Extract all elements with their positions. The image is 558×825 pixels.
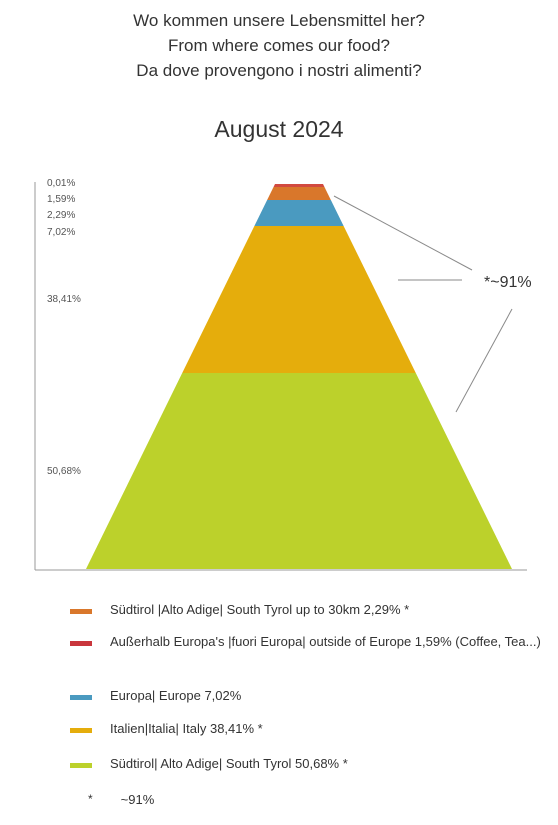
legend-label: Europa| Europe 7,02% [110, 688, 242, 703]
title-italian: Da dove provengono i nostri alimenti? [136, 61, 422, 80]
legend-item-south-tyrol: Südtirol| Alto Adige| South Tyrol 50,68%… [70, 754, 558, 773]
legend-item-europe: Europa| Europe 7,02% [70, 686, 558, 705]
footnote-symbol: * [88, 792, 93, 806]
annotation-line-top [333, 195, 473, 271]
pyramid-segment [182, 226, 416, 373]
legend-label: Südtirol| Alto Adige| South Tyrol 50,68%… [110, 756, 348, 771]
segment-value-label: 2,29% [47, 210, 75, 221]
segment-value-label: 50,68% [47, 466, 81, 477]
title-english: From where comes our food? [167, 36, 391, 55]
segment-value-label: 1,59% [47, 194, 75, 205]
chart-subtitle: August 2024 [214, 116, 344, 142]
pyramid-segment [254, 200, 344, 226]
annotation-label: *~91% [484, 274, 532, 291]
legend-swatch [70, 609, 92, 614]
segment-value-label: 38,41% [47, 294, 81, 305]
legend-label: Außerhalb Europa's |fuori Europa| outsid… [110, 634, 541, 649]
title-german: Wo kommen unsere Lebensmittel her? [133, 11, 425, 30]
legend-swatch [70, 695, 92, 700]
legend-swatch [70, 763, 92, 768]
pyramid-segment [267, 187, 331, 200]
legend-item-south-tyrol-30km: Südtirol |Alto Adige| South Tyrol up to … [70, 600, 558, 619]
pyramid-chart: 0,01% 1,59% 2,29% 7,02% 38,41% 50,68% *~91% [34, 178, 532, 571]
segment-value-label: 7,02% [47, 227, 75, 238]
chart-titles: Wo kommen unsere Lebensmittel her? From … [0, 8, 558, 83]
legend-item-outside-europe: Außerhalb Europa's |fuori Europa| outsid… [70, 632, 558, 651]
annotation-line-bottom [455, 308, 513, 413]
segment-value-label: 0,01% [47, 178, 75, 189]
pyramid-segment [273, 184, 325, 187]
legend-item-italy: Italien|Italia| Italy 38,41% * [70, 719, 558, 738]
legend-swatch [70, 641, 92, 646]
legend-label: Italien|Italia| Italy 38,41% * [110, 721, 263, 736]
legend-swatch [70, 728, 92, 733]
pyramid-segment [86, 373, 512, 569]
legend-footnote: * ~91% [70, 790, 154, 809]
footnote-text: ~91% [120, 792, 155, 807]
legend-label: Südtirol |Alto Adige| South Tyrol up to … [110, 602, 410, 617]
